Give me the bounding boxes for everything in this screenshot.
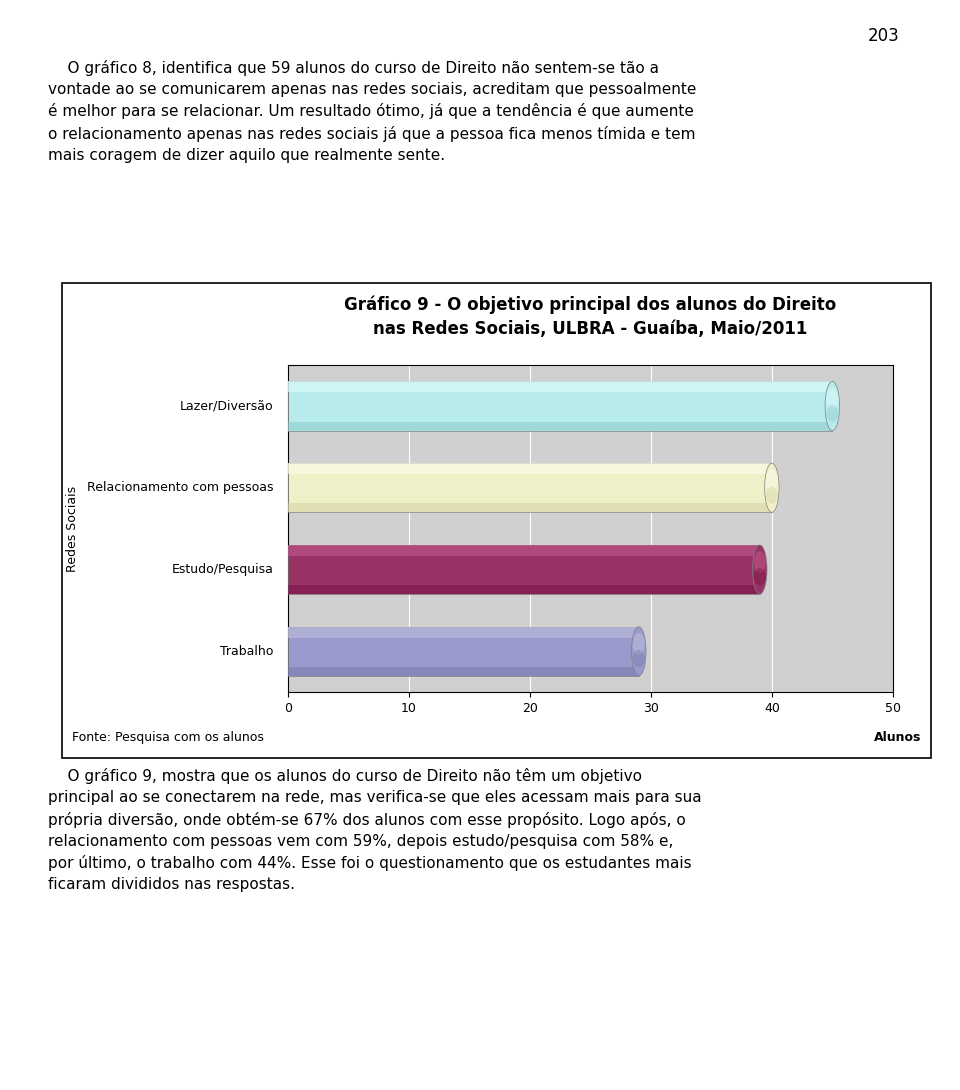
Bar <box>288 504 772 512</box>
Text: O gráfico 9, mostra que os alunos do curso de Direito não têm um objetivo
princi: O gráfico 9, mostra que os alunos do cur… <box>48 768 702 893</box>
Ellipse shape <box>766 470 778 492</box>
Bar <box>288 463 772 512</box>
Text: Alunos: Alunos <box>875 731 922 744</box>
Text: Lazer/Diversão: Lazer/Diversão <box>180 400 274 412</box>
Ellipse shape <box>754 552 766 573</box>
Text: Trabalho: Trabalho <box>220 645 274 657</box>
Text: Redes Sociais: Redes Sociais <box>65 485 79 572</box>
Text: Estudo/Pesquisa: Estudo/Pesquisa <box>172 564 274 576</box>
Ellipse shape <box>825 382 840 431</box>
Bar <box>288 382 832 431</box>
Ellipse shape <box>827 388 838 410</box>
Ellipse shape <box>764 463 780 512</box>
Bar <box>288 545 759 594</box>
Bar <box>288 667 638 676</box>
Text: Relacionamento com pessoas: Relacionamento com pessoas <box>87 482 274 494</box>
Bar <box>288 463 772 474</box>
Bar <box>288 422 832 431</box>
Ellipse shape <box>827 404 838 422</box>
Text: Fonte: Pesquisa com os alunos: Fonte: Pesquisa com os alunos <box>72 731 264 744</box>
Text: 203: 203 <box>867 27 900 46</box>
Ellipse shape <box>754 568 766 585</box>
Ellipse shape <box>766 486 778 504</box>
Bar <box>288 585 759 594</box>
Ellipse shape <box>632 627 646 676</box>
Text: nas Redes Sociais, ULBRA - Guaíba, Maio/2011: nas Redes Sociais, ULBRA - Guaíba, Maio/… <box>373 319 807 338</box>
Bar <box>288 627 638 676</box>
Ellipse shape <box>633 633 645 655</box>
Text: O gráfico 8, identifica que 59 alunos do curso de Direito não sentem-se tão a
vo: O gráfico 8, identifica que 59 alunos do… <box>48 60 696 162</box>
Bar <box>288 382 832 392</box>
Ellipse shape <box>633 650 645 667</box>
Bar <box>288 627 638 638</box>
Text: Gráfico 9 - O objetivo principal dos alunos do Direito: Gráfico 9 - O objetivo principal dos alu… <box>345 295 836 314</box>
Bar <box>288 545 759 556</box>
Ellipse shape <box>753 545 767 594</box>
